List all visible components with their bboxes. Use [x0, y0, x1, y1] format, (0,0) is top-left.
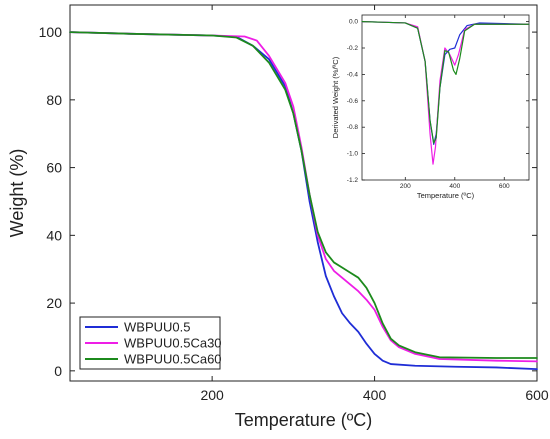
inset-y-tick-label: -1.2	[347, 177, 359, 184]
y-tick-label: 60	[46, 160, 62, 176]
y-tick-label: 0	[54, 363, 62, 379]
x-tick-label: 600	[525, 387, 549, 403]
inset-x-tick-label: 200	[400, 183, 411, 190]
x-tick-label: 200	[200, 387, 224, 403]
x-axis-title: Temperature (ºC)	[235, 410, 373, 430]
y-tick-label: 40	[46, 227, 62, 243]
inset-y-tick-label: -0.8	[347, 124, 359, 131]
inset-y-tick-label: -1.0	[347, 151, 359, 158]
legend-label-wbpuu0-5: WBPUU0.5	[124, 320, 190, 335]
inset-y-tick-label: -0.6	[347, 98, 359, 105]
inset-y-tick-label: -0.2	[347, 45, 359, 52]
inset-series-line-wbpuu0-5ca60	[361, 21, 530, 144]
x-tick-label: 400	[363, 387, 387, 403]
legend-label-wbpuu0-5ca60: WBPUU0.5Ca60	[124, 352, 222, 367]
series-line-wbpuu0-5ca60	[69, 31, 538, 359]
series-line-wbpuu0-5ca30	[69, 31, 538, 363]
inset-y-axis-title: Derivated Weight (%/ºC)	[331, 56, 340, 138]
y-axis-title: Weight (%)	[7, 149, 27, 238]
inset-x-axis-title: Temperature (ºC)	[417, 191, 475, 200]
inset-x-tick-label: 400	[449, 183, 460, 190]
legend-label-wbpuu0-5ca30: WBPUU0.5Ca30	[124, 336, 222, 351]
y-tick-label: 20	[46, 295, 62, 311]
inset-plot: 200 400 600 0.0 -0.2 -0.4 -0.6 -0.8 -1.0 -1.2 Temp…	[331, 14, 530, 200]
y-tick-label: 100	[39, 24, 63, 40]
inset-x-tick-label: 600	[499, 183, 510, 190]
y-tick-label: 80	[46, 92, 62, 108]
inset-y-tick-label: 0.0	[349, 19, 358, 26]
inset-plot-frame	[361, 14, 530, 181]
inset-y-tick-label: -0.4	[347, 71, 359, 78]
